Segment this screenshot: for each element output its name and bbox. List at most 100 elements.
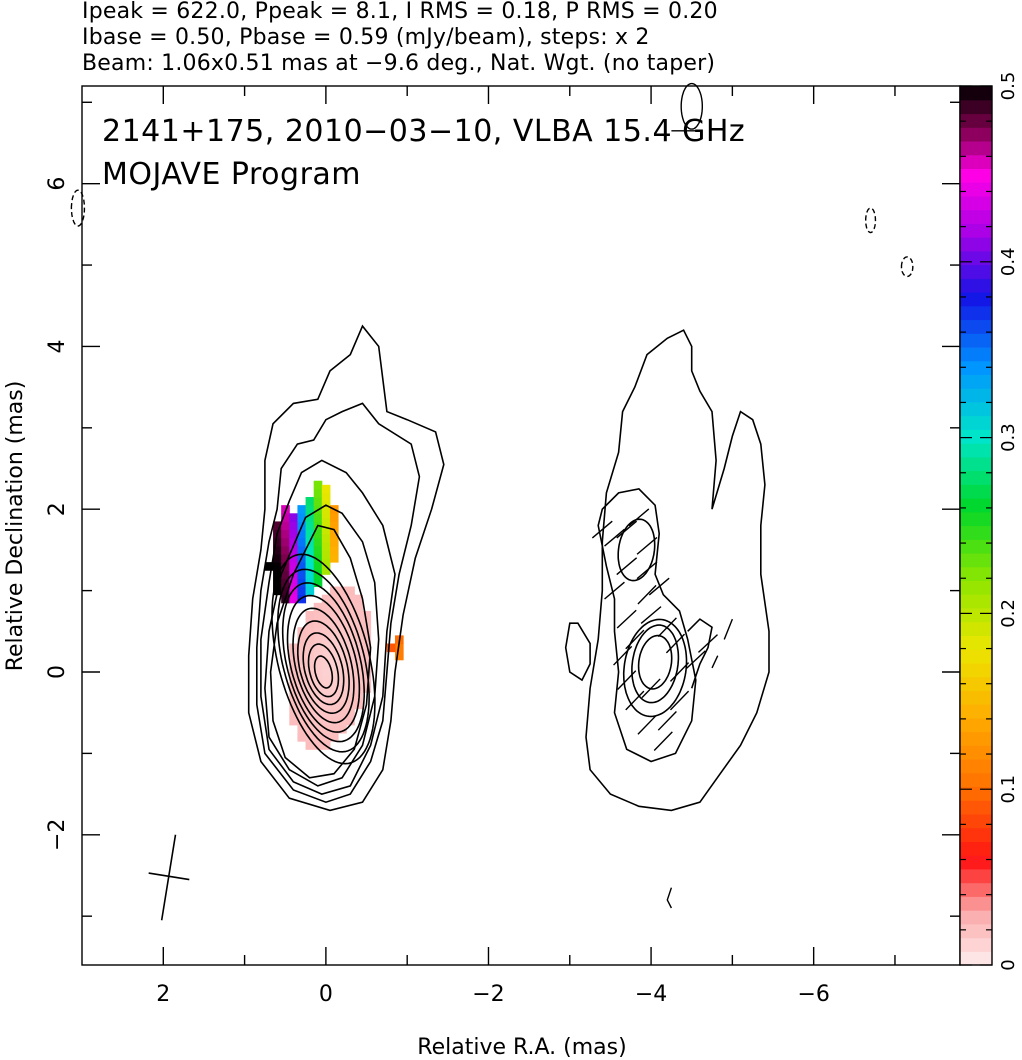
pol-pixel — [281, 553, 290, 563]
pol-pixel — [313, 537, 323, 547]
x-axis-label: Relative R.A. (mas) — [417, 1035, 626, 1060]
beam-major-axis — [160, 834, 177, 921]
evpa-stick — [604, 581, 625, 600]
evpa-stick — [616, 520, 638, 539]
pol-pixel — [281, 529, 290, 539]
x-tick-label: −6 — [797, 982, 829, 1007]
pol-pixel — [321, 509, 331, 518]
evpa-stick — [657, 711, 677, 731]
colorbar-segment — [960, 113, 992, 128]
colorbar-segment — [960, 937, 992, 952]
intensity-contour-inner — [307, 643, 340, 698]
pol-pixel — [329, 602, 339, 612]
colorbar-tick-label: 0.2 — [998, 599, 1019, 628]
y-tick-label: 0 — [45, 665, 70, 679]
evpa-stick — [591, 520, 613, 539]
pol-pixel — [329, 545, 339, 555]
pol-pixel — [273, 562, 282, 571]
pol-pixel — [346, 619, 355, 628]
x-tick-label: −4 — [635, 982, 667, 1007]
pol-pixel — [289, 594, 298, 604]
colorbar-segment — [960, 800, 992, 815]
pol-pixel — [346, 684, 355, 693]
colorbar-segment — [960, 923, 992, 939]
colorbar-segment — [960, 607, 992, 623]
colorbar-segment — [960, 827, 992, 842]
pol-pixel — [297, 635, 307, 645]
pol-pixel — [329, 667, 339, 677]
pol-pixel — [354, 635, 363, 645]
pol-pixel — [346, 586, 355, 596]
pol-pixel — [321, 525, 331, 535]
colorbar-segment — [960, 786, 992, 801]
pol-pixel — [289, 521, 298, 531]
pol-pixel — [305, 545, 315, 555]
pol-pixel — [305, 741, 315, 750]
pol-pixel — [321, 676, 331, 685]
pol-pixel — [321, 635, 331, 645]
pol-pixel — [338, 627, 347, 636]
colorbar-segment — [960, 168, 992, 183]
pol-pixel — [313, 513, 323, 522]
pol-pixel — [313, 602, 323, 612]
pol-pixel — [394, 643, 404, 653]
beam-cross — [148, 834, 190, 921]
pol-pixel — [321, 517, 331, 526]
noise-contour — [666, 887, 673, 909]
colorbar-segment — [960, 264, 992, 279]
evpa-stick — [669, 690, 690, 711]
pol-pixel — [305, 610, 315, 620]
pol-pixel — [329, 513, 339, 522]
colorbar-segment — [960, 484, 992, 499]
colorbar-segment — [960, 951, 992, 966]
pol-pixel — [346, 676, 355, 685]
colorbar-segment — [960, 415, 992, 430]
pol-pixel — [289, 708, 298, 718]
total-intensity-contours — [247, 324, 445, 812]
pol-pixel — [273, 537, 282, 547]
pol-pixel — [313, 562, 323, 571]
pol-pixel — [297, 562, 307, 571]
x-tick-label: −2 — [472, 982, 504, 1007]
pol-pixel — [297, 676, 307, 685]
pol-pixel — [354, 659, 363, 669]
pol-pixel — [281, 545, 290, 555]
pol-pixel — [289, 659, 298, 669]
pol-pixel — [346, 700, 355, 710]
pol-pixel — [313, 733, 323, 742]
colorbar-segment — [960, 374, 992, 389]
pol-pixel — [313, 545, 323, 555]
pol-pixel — [297, 733, 307, 742]
pol-pixel — [329, 692, 339, 701]
pol-pixel — [289, 529, 298, 539]
intensity-contour-3 — [260, 459, 396, 795]
pol-pixel — [321, 484, 331, 494]
y-tick-label: 2 — [45, 502, 70, 516]
pol-pixel — [354, 594, 363, 604]
colorbar-segment — [960, 305, 992, 321]
pol-pixel — [313, 724, 323, 734]
pol-pixel — [281, 586, 290, 596]
colorbar-segment — [960, 154, 992, 170]
evpa-stick — [625, 690, 645, 711]
pol-pixel — [313, 553, 323, 563]
pol-pixel — [281, 521, 290, 531]
pol-pixel — [321, 627, 331, 636]
colorbar-segment — [960, 649, 992, 664]
evpa-stick — [613, 645, 633, 666]
pol-pixel — [297, 578, 307, 588]
header-line-1: Ipeak = 622.0, Ppeak = 8.1, I RMS = 0.18… — [82, 0, 718, 24]
pol-pixel — [354, 619, 363, 628]
evpa-stick — [669, 662, 690, 682]
pol-pixel — [386, 643, 396, 653]
colorbar-segment — [960, 346, 992, 362]
pol-pixel — [305, 733, 315, 742]
pol-pixel — [321, 549, 331, 559]
colorbar-segment — [960, 813, 992, 829]
pol-pixel — [329, 627, 339, 636]
colorbar-segment — [960, 456, 992, 472]
colorbar-segment — [960, 676, 992, 691]
pol-pixel — [354, 627, 363, 636]
pol-pixel — [273, 521, 282, 531]
pol-pixel — [329, 537, 339, 547]
